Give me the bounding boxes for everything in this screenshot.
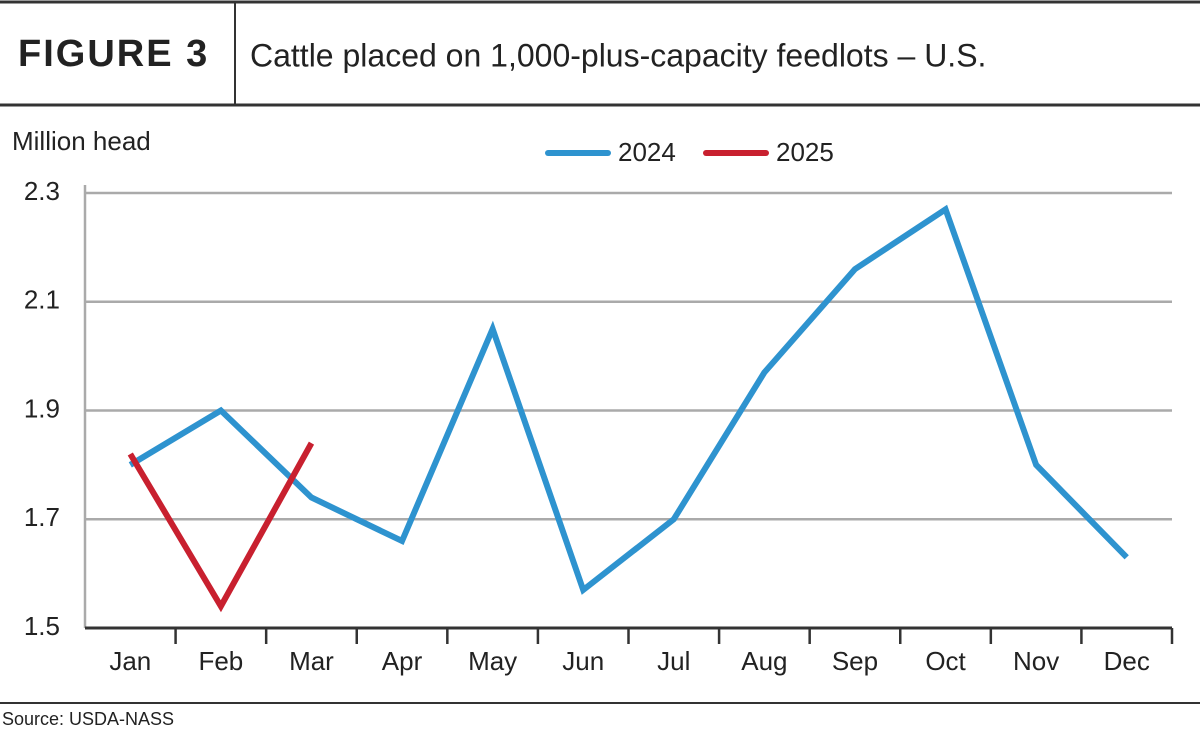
y-tick-label: 1.7 [24,502,60,532]
x-tick-label: Jun [562,646,604,676]
y-tick-label: 2.1 [24,285,60,315]
y-axis-label: Million head [12,126,151,156]
x-tick-label: Aug [741,646,787,676]
legend-label: 2024 [618,137,676,167]
x-tick-label: Dec [1104,646,1150,676]
x-tick-label: Oct [925,646,966,676]
y-tick-label: 1.5 [24,611,60,641]
y-tick-label: 2.3 [24,176,60,206]
x-tick-label: Jul [657,646,690,676]
x-tick-label: Nov [1013,646,1059,676]
x-tick-label: Mar [289,646,334,676]
figure-label: FIGURE 3 [18,33,209,75]
x-tick-label: May [468,646,517,676]
legend-label: 2025 [776,137,834,167]
chart-title: Cattle placed on 1,000-plus-capacity fee… [250,37,986,73]
x-tick-label: Apr [382,646,423,676]
x-tick-label: Jan [109,646,151,676]
x-tick-label: Sep [832,646,878,676]
x-tick-label: Feb [198,646,243,676]
source: Source: USDA-NASS [2,709,174,729]
line-series [128,204,1129,595]
line-series [127,441,315,613]
y-tick-label: 1.9 [24,393,60,423]
